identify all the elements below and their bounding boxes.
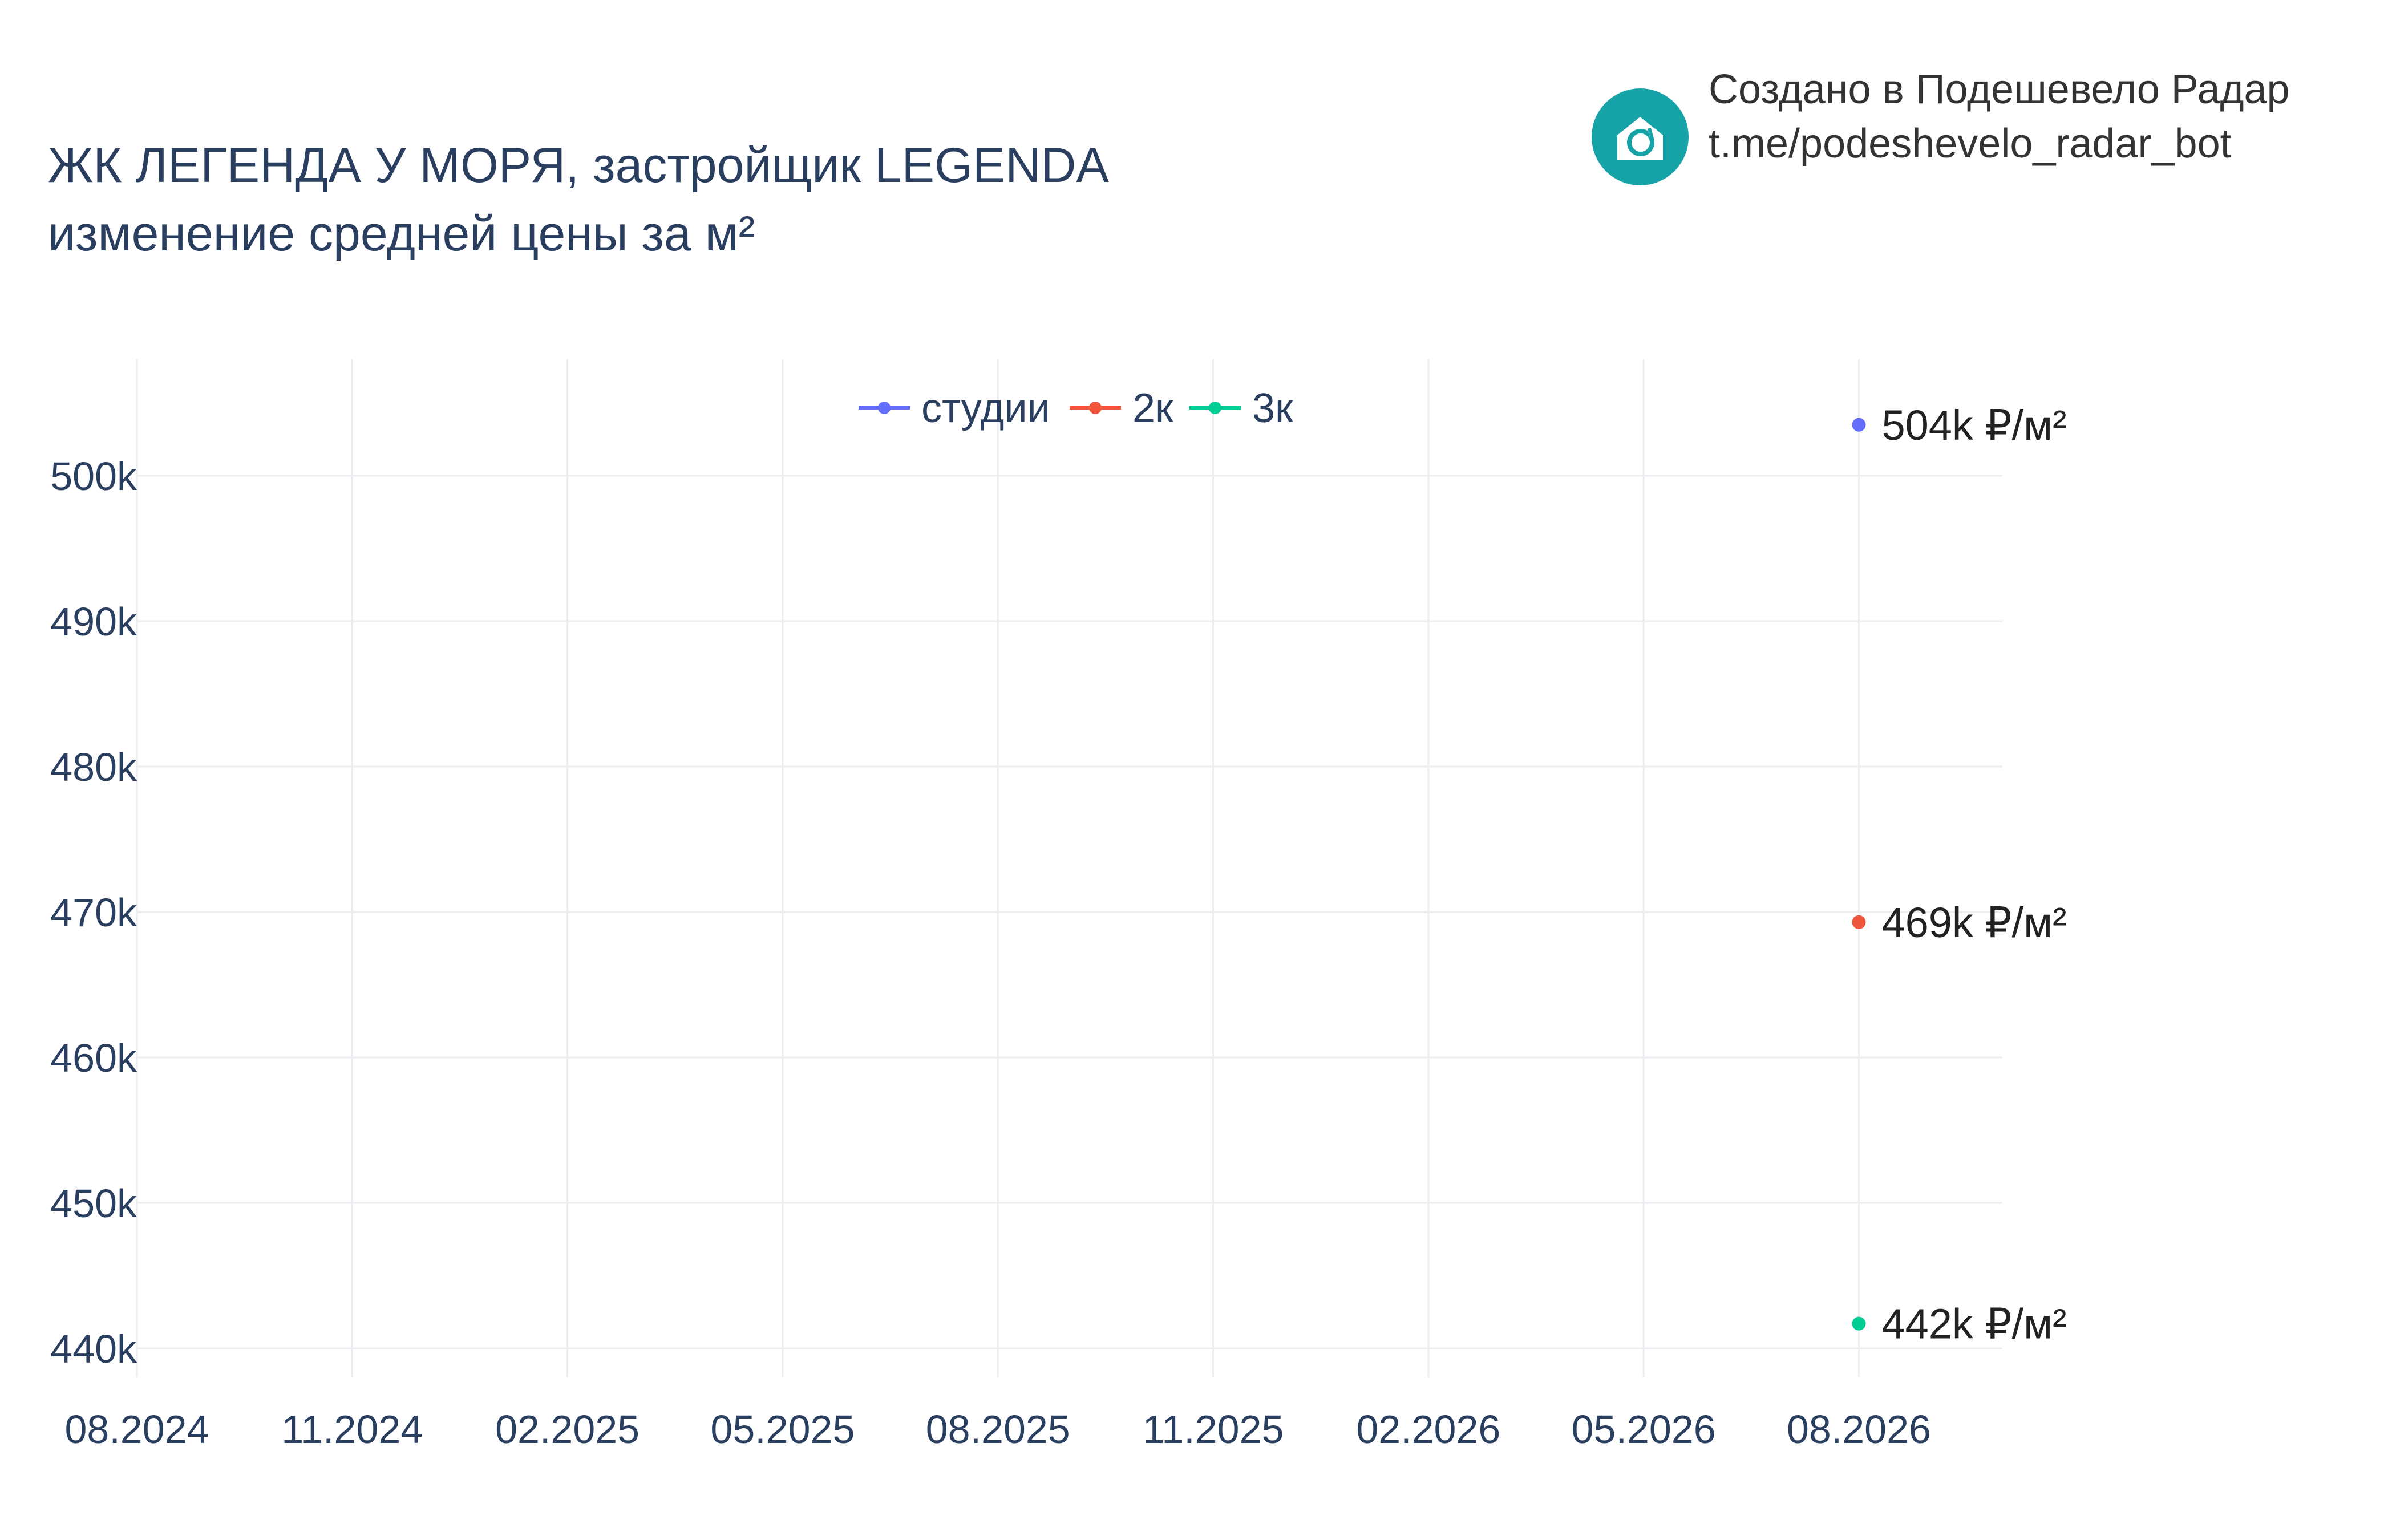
data-label: 469k ₽/м² bbox=[1881, 899, 2066, 946]
house-refresh-icon bbox=[1592, 88, 1689, 185]
y-tick-label: 500k bbox=[50, 454, 137, 499]
x-tick-label: 02.2026 bbox=[1356, 1407, 1500, 1452]
y-tick-label: 460k bbox=[50, 1036, 137, 1080]
y-tick-label: 440k bbox=[50, 1327, 137, 1371]
chart-title: ЖК ЛЕГЕНДА У МОРЯ, застройщик LEGENDA из… bbox=[48, 131, 1109, 268]
y-tick-label: 450k bbox=[50, 1181, 137, 1226]
y-tick-label: 470k bbox=[50, 890, 137, 935]
data-label: 442k ₽/м² bbox=[1881, 1300, 2066, 1348]
data-point bbox=[1852, 1316, 1866, 1331]
x-tick-label: 08.2024 bbox=[64, 1407, 209, 1452]
x-tick-label: 08.2026 bbox=[1787, 1407, 1931, 1452]
x-tick-label: 11.2024 bbox=[281, 1407, 423, 1452]
branding-name: Создано в Подешевело Радар bbox=[1709, 67, 2290, 112]
data-point bbox=[1852, 915, 1866, 929]
y-tick-label: 480k bbox=[50, 745, 137, 789]
legend-marker bbox=[1089, 402, 1102, 414]
x-tick-label: 08.2025 bbox=[926, 1407, 1070, 1452]
legend-label: 3к bbox=[1252, 386, 1293, 431]
x-tick-label: 05.2025 bbox=[710, 1407, 855, 1452]
data-label: 504k ₽/м² bbox=[1881, 402, 2066, 449]
y-tick-label: 490k bbox=[50, 599, 137, 644]
legend-marker bbox=[1209, 402, 1221, 414]
x-tick-label: 02.2025 bbox=[495, 1407, 640, 1452]
chart-title-line1: ЖК ЛЕГЕНДА У МОРЯ, застройщик LEGENDA bbox=[48, 138, 1109, 193]
chart-title-line2: изменение средней цены за м² bbox=[48, 206, 755, 261]
x-tick-label: 05.2026 bbox=[1572, 1407, 1716, 1452]
legend-label: 2к bbox=[1132, 386, 1173, 431]
x-tick-label: 11.2025 bbox=[1143, 1407, 1284, 1452]
legend-label: студии bbox=[921, 386, 1050, 431]
legend-marker bbox=[878, 402, 891, 414]
branding-link[interactable]: t.me/podeshevelo_radar_bot bbox=[1709, 121, 2232, 167]
data-point bbox=[1852, 418, 1866, 432]
